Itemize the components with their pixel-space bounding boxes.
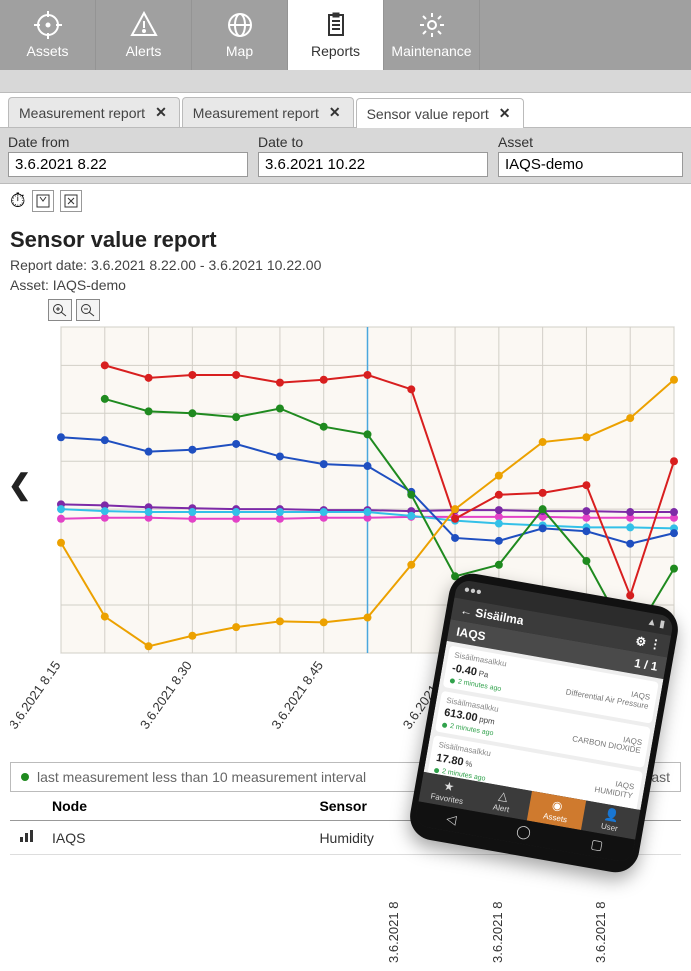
nav-alerts[interactable]: Alerts <box>96 0 192 70</box>
top-nav: Assets Alerts Map Reports Maintenance <box>0 0 691 70</box>
nav-spacer <box>480 0 691 70</box>
zoom-in-button[interactable] <box>48 299 72 321</box>
nav-label: Map <box>226 43 253 59</box>
nav-reports[interactable]: Reports <box>288 0 384 70</box>
bottom-time-labels: 3.6.2021 83.6.2021 83.6.2021 8 <box>380 948 691 963</box>
tab-close-icon[interactable]: ✕ <box>153 104 169 121</box>
gear-icon <box>418 11 446 39</box>
zoom-out-button[interactable] <box>76 299 100 321</box>
export-pdf-button[interactable] <box>32 190 54 212</box>
phone-mockup: ●●●▲ ▮ ← Sisäilma ⚙ ⋮ IAQS 1 / 1 Sisäilm… <box>406 570 681 876</box>
bottom-time-label: 3.6.2021 8 <box>593 902 608 963</box>
svg-text:3.6.2021 8.30: 3.6.2021 8.30 <box>137 658 195 732</box>
tab-measurement-report[interactable]: Measurement report ✕ <box>182 97 354 127</box>
tab-label: Measurement report <box>19 105 145 121</box>
cell-node: IAQS <box>44 821 311 855</box>
bottom-time-label: 3.6.2021 8 <box>386 902 401 963</box>
col-icon <box>10 792 44 821</box>
export-toolbar: ⏱ <box>0 184 691 219</box>
report-title: Sensor value report <box>10 227 681 253</box>
report-asset-line: Asset: IAQS-demo <box>10 277 681 293</box>
asset-label: Asset <box>498 134 683 150</box>
date-from-input[interactable] <box>8 152 248 177</box>
nav-label: Alerts <box>126 43 162 59</box>
filter-bar: Date from Date to Asset <box>0 127 691 184</box>
zoom-buttons <box>48 299 681 321</box>
tab-close-icon[interactable]: ✕ <box>497 105 513 122</box>
nav-maintenance[interactable]: Maintenance <box>384 0 480 70</box>
date-to-label: Date to <box>258 134 488 150</box>
export-excel-button[interactable] <box>60 190 82 212</box>
date-from-field: Date from <box>8 134 248 177</box>
tab-measurement-report[interactable]: Measurement report ✕ <box>8 97 180 127</box>
asset-input[interactable] <box>498 152 683 177</box>
tab-label: Measurement report <box>193 105 319 121</box>
tab-label: Sensor value report <box>367 106 489 122</box>
report-date-line: Report date: 3.6.2021 8.22.00 - 3.6.2021… <box>10 257 681 273</box>
nav-label: Reports <box>311 43 360 59</box>
clipboard-icon <box>322 11 350 39</box>
alert-icon <box>130 11 158 39</box>
tab-close-icon[interactable]: ✕ <box>327 104 343 121</box>
target-icon <box>34 11 62 39</box>
chart-back-arrow[interactable]: ❮ <box>8 468 31 501</box>
nav-assets[interactable]: Assets <box>0 0 96 70</box>
date-to-input[interactable] <box>258 152 488 177</box>
asset-field: Asset <box>498 134 683 177</box>
date-to-field: Date to <box>258 134 488 177</box>
bottom-time-label: 3.6.2021 8 <box>490 902 505 963</box>
svg-text:3.6.2021 8.45: 3.6.2021 8.45 <box>268 658 326 732</box>
nav-label: Maintenance <box>391 43 471 59</box>
legend-text-left: last measurement less than 10 measuremen… <box>37 769 366 785</box>
col-node: Node <box>44 792 311 821</box>
globe-icon <box>226 11 254 39</box>
row-chart-icon[interactable] <box>10 821 44 855</box>
report-tabs: Measurement report✕Measurement report✕Se… <box>0 92 691 127</box>
legend-dot-green <box>21 773 29 781</box>
svg-text:3.6.2021 8.15: 3.6.2021 8.15 <box>10 658 63 732</box>
nav-label: Assets <box>26 43 68 59</box>
nav-map[interactable]: Map <box>192 0 288 70</box>
phone-title-text: IAQS <box>455 625 486 644</box>
nav-underbar <box>0 70 691 92</box>
date-from-label: Date from <box>8 134 248 150</box>
phone-screen: ●●●▲ ▮ ← Sisäilma ⚙ ⋮ IAQS 1 / 1 Sisäilm… <box>414 579 674 863</box>
tab-sensor-value-report[interactable]: Sensor value report ✕ <box>356 98 524 128</box>
refresh-icon[interactable]: ⏱ <box>10 190 26 213</box>
phone-title-count: 1 / 1 <box>633 656 658 674</box>
